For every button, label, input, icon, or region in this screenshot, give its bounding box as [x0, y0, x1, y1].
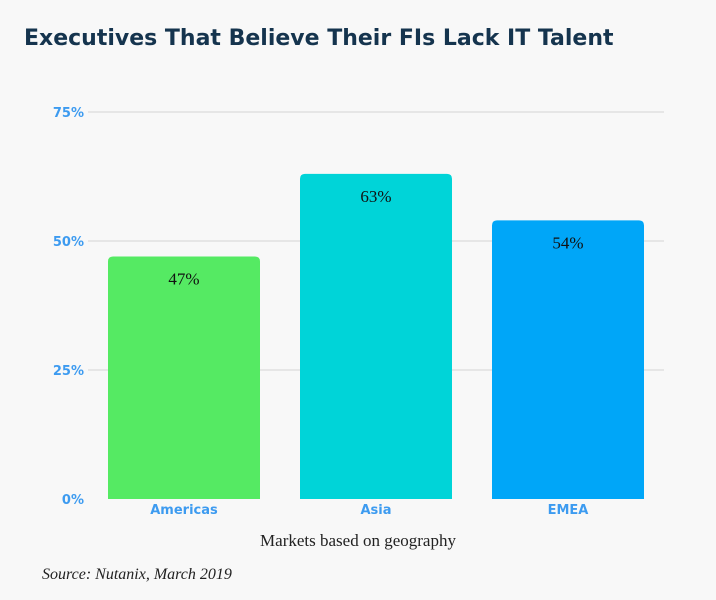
x-tick-label: EMEA — [548, 503, 589, 518]
data-label: 63% — [360, 187, 391, 206]
data-labels: 47% 63% 54% — [168, 187, 583, 289]
bar-asia — [300, 173, 452, 500]
x-axis-ticks: Americas Asia EMEA — [150, 503, 588, 518]
x-tick-label: Asia — [360, 503, 391, 518]
y-tick-label: 25% — [53, 364, 84, 379]
bar-emea — [492, 220, 644, 500]
data-label: 54% — [552, 233, 583, 252]
x-tick-label: Americas — [150, 503, 218, 518]
y-tick-label: 75% — [53, 106, 84, 121]
y-tick-label: 0% — [62, 493, 84, 508]
chart-title: Executives That Believe Their FIs Lack I… — [24, 26, 614, 51]
y-tick-label: 50% — [53, 235, 84, 250]
bar-americas — [108, 256, 260, 499]
bars — [108, 173, 644, 500]
x-axis-label: Markets based on geography — [260, 531, 456, 550]
y-axis-ticks: 0% 25% 50% 75% — [53, 106, 84, 508]
source-note: Source: Nutanix, March 2019 — [42, 566, 232, 583]
data-label: 47% — [168, 269, 199, 288]
